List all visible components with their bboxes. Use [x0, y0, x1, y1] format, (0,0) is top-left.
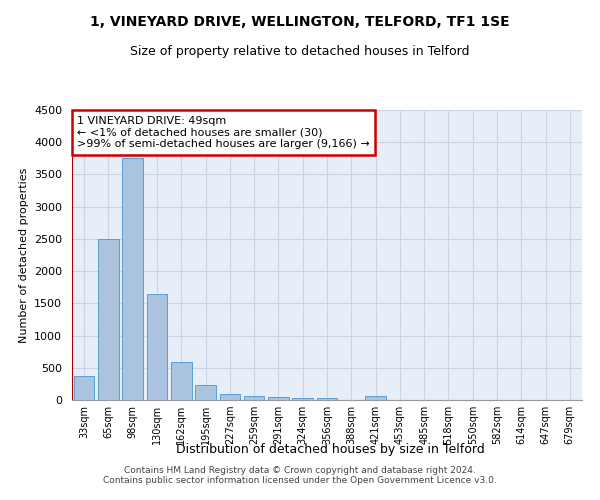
- Text: Contains HM Land Registry data © Crown copyright and database right 2024.
Contai: Contains HM Land Registry data © Crown c…: [103, 466, 497, 485]
- Bar: [292, 398, 313, 400]
- Text: 1, VINEYARD DRIVE, WELLINGTON, TELFORD, TF1 1SE: 1, VINEYARD DRIVE, WELLINGTON, TELFORD, …: [90, 15, 510, 29]
- Bar: [268, 398, 289, 400]
- Bar: [195, 385, 216, 400]
- Bar: [317, 398, 337, 400]
- Bar: [220, 394, 240, 400]
- Bar: [98, 239, 119, 400]
- Bar: [122, 158, 143, 400]
- Bar: [74, 376, 94, 400]
- Text: Distribution of detached houses by size in Telford: Distribution of detached houses by size …: [176, 442, 484, 456]
- Bar: [146, 294, 167, 400]
- Bar: [365, 396, 386, 400]
- Bar: [244, 396, 265, 400]
- Bar: [171, 362, 191, 400]
- Text: Size of property relative to detached houses in Telford: Size of property relative to detached ho…: [130, 45, 470, 58]
- Y-axis label: Number of detached properties: Number of detached properties: [19, 168, 29, 342]
- Text: 1 VINEYARD DRIVE: 49sqm
← <1% of detached houses are smaller (30)
>99% of semi-d: 1 VINEYARD DRIVE: 49sqm ← <1% of detache…: [77, 116, 370, 149]
